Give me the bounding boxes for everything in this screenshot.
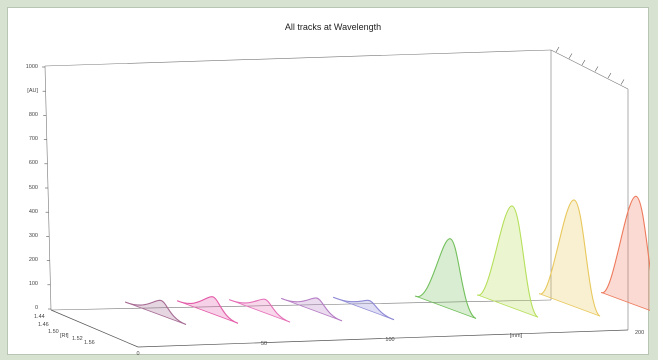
track-baseline (281, 298, 343, 322)
chart-frame: All tracks at Wavelength 1000 [AU] 800 7… (7, 7, 650, 356)
track-peaks (124, 195, 650, 326)
y-tick-label: 600 (29, 160, 38, 166)
track-baseline (177, 300, 239, 324)
depth-tick (555, 46, 560, 53)
x-tick-label: 50 (261, 341, 267, 347)
track-peak (124, 299, 187, 326)
y-tick-label: 800 (29, 112, 38, 118)
track-peak (280, 297, 343, 322)
depth-tick (607, 72, 612, 79)
track-fill (177, 296, 238, 324)
y-axis-label: [AU] (27, 88, 38, 94)
track-baseline (229, 299, 291, 323)
depth-tick (581, 59, 586, 66)
track-baseline (539, 293, 601, 317)
y-tick-label: 500 (29, 185, 38, 191)
y-tick-label: 100 (29, 281, 38, 287)
z-tick-label: 1.44 (34, 314, 45, 320)
track-peak (476, 205, 539, 318)
track-fill (539, 199, 600, 317)
chart-title: All tracks at Wavelength (285, 22, 381, 32)
y-tick-label: 700 (29, 136, 38, 142)
ticks (42, 46, 625, 310)
y-tick-label: 1000 (26, 64, 38, 70)
track-fill (477, 205, 538, 318)
y-tick-label: 200 (29, 257, 38, 263)
track-fill (601, 196, 650, 311)
track-peak (414, 238, 477, 320)
track-baseline (477, 294, 539, 318)
z-tick-label: 1.50 (48, 329, 59, 335)
y-tick-label: 0 (35, 305, 38, 311)
axes (50, 309, 629, 348)
y-tick-label: 400 (29, 209, 38, 215)
track-peak (176, 296, 239, 324)
track-peak (332, 296, 395, 321)
x-tick-label: 100 (385, 337, 394, 343)
depth-tick (568, 53, 573, 59)
track-baseline (125, 301, 187, 325)
track-baseline (415, 295, 477, 319)
track-peak (228, 298, 291, 323)
x-tick-label: 0 (136, 351, 139, 356)
z-tick-label: 1.56 (84, 340, 95, 346)
track-baseline (601, 292, 650, 311)
axis-box (44, 49, 629, 330)
x-tick-label: 200 (635, 330, 644, 336)
track-peak (538, 199, 601, 317)
depth-tick (620, 79, 625, 85)
chart-plot: All tracks at Wavelength 1000 [AU] 800 7… (26, 22, 650, 356)
y-tick-label: 300 (29, 233, 38, 239)
z-tick-label: 1.52 (72, 336, 83, 342)
z-axis-label: [Rf] (60, 333, 69, 339)
z-tick-label: 1.46 (38, 322, 49, 328)
track-fill (415, 238, 476, 319)
x-axis-label: [mm] (510, 333, 523, 339)
track-peak (600, 195, 650, 293)
depth-tick (594, 66, 599, 72)
